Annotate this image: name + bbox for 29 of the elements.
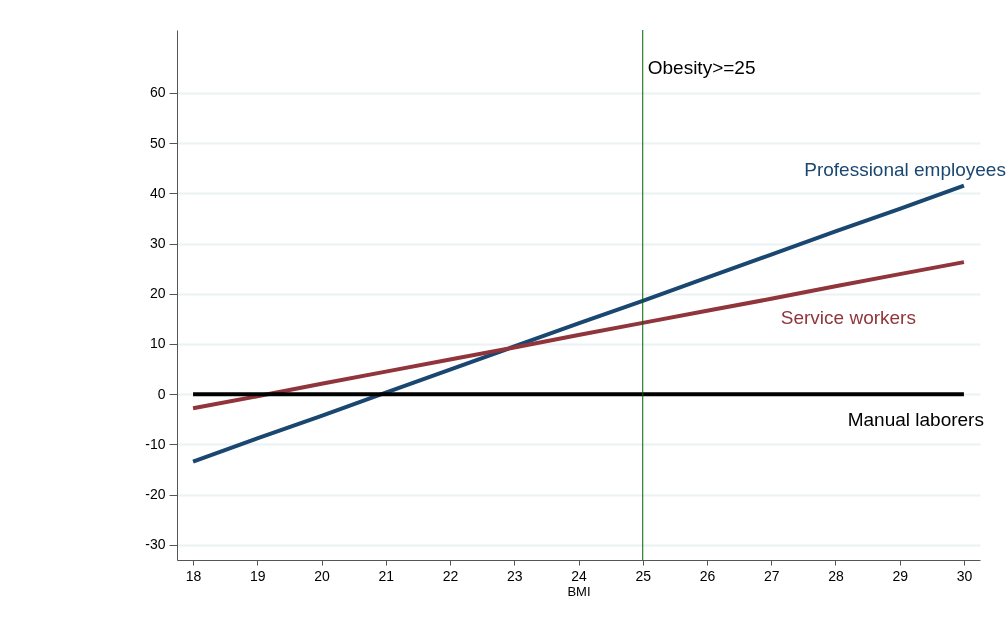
y-tick-label: -10 (145, 435, 166, 452)
y-tick-label: 20 (149, 285, 166, 302)
x-tick-label: 27 (763, 567, 780, 584)
y-tick-label: 10 (149, 335, 166, 352)
x-tick-label: 28 (828, 567, 844, 584)
y-tick-label: -30 (145, 536, 166, 553)
x-tick-label: 20 (314, 567, 331, 584)
series-label: Manual laborers (847, 409, 984, 431)
y-tick-label: 50 (149, 134, 166, 151)
ref-line-label: Obesity>=25 (647, 57, 756, 78)
x-tick-label: 23 (506, 567, 523, 584)
x-tick-label: 26 (699, 567, 716, 584)
y-tick-label: -20 (145, 486, 166, 503)
x-tick-label: 25 (635, 567, 652, 584)
x-tick-label: 21 (378, 567, 395, 584)
x-tick-label: 18 (185, 567, 202, 584)
x-axis-title: BMI (567, 583, 591, 599)
y-tick-label: 60 (149, 84, 166, 101)
x-tick-label: 22 (442, 567, 459, 584)
y-tick-label: 0 (157, 385, 166, 402)
x-tick-label: 30 (956, 567, 973, 584)
series-label: Professional employees (804, 158, 1006, 180)
series-label: Service workers (780, 307, 916, 329)
x-tick-label: 24 (571, 567, 587, 584)
y-tick-label: 30 (149, 235, 166, 252)
x-tick-label: 29 (892, 567, 909, 584)
x-tick-label: 19 (250, 567, 266, 584)
line-series (191, 260, 966, 411)
y-tick-label: 40 (149, 184, 166, 201)
